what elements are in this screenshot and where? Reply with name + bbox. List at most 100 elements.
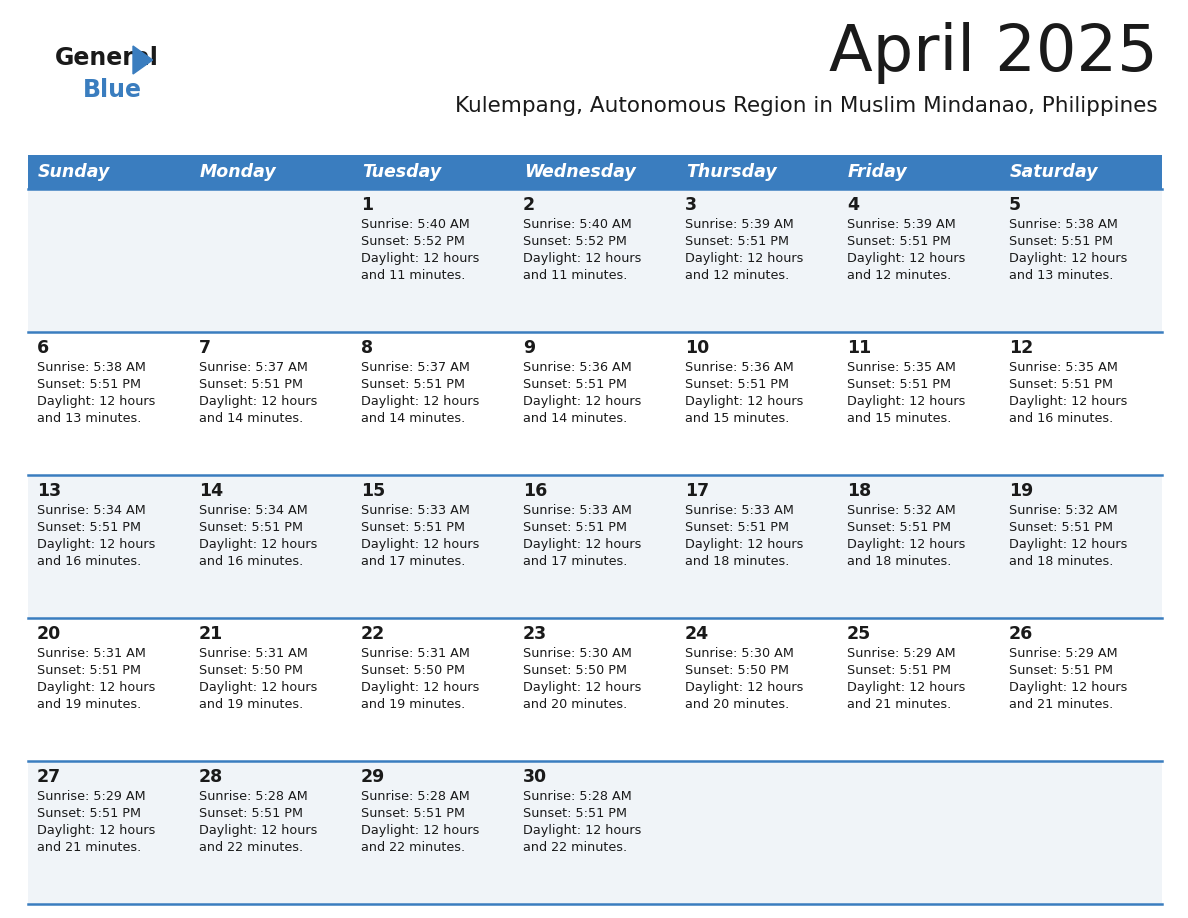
Text: General: General <box>55 46 159 70</box>
Text: and 12 minutes.: and 12 minutes. <box>847 269 952 282</box>
Text: Wednesday: Wednesday <box>524 163 636 181</box>
Text: Sunrise: 5:37 AM: Sunrise: 5:37 AM <box>361 361 470 374</box>
Text: Sunset: 5:51 PM: Sunset: 5:51 PM <box>685 235 789 248</box>
Text: and 15 minutes.: and 15 minutes. <box>847 412 952 425</box>
Text: and 18 minutes.: and 18 minutes. <box>685 555 789 568</box>
Text: Sunset: 5:51 PM: Sunset: 5:51 PM <box>1009 378 1113 391</box>
Text: and 14 minutes.: and 14 minutes. <box>361 412 466 425</box>
Text: and 16 minutes.: and 16 minutes. <box>1009 412 1113 425</box>
Bar <box>29 475 1162 618</box>
Text: Daylight: 12 hours: Daylight: 12 hours <box>1009 538 1127 551</box>
Text: Sunrise: 5:30 AM: Sunrise: 5:30 AM <box>685 647 794 660</box>
Text: Sunset: 5:50 PM: Sunset: 5:50 PM <box>200 664 303 677</box>
Text: Sunrise: 5:34 AM: Sunrise: 5:34 AM <box>200 504 308 517</box>
Text: Sunrise: 5:35 AM: Sunrise: 5:35 AM <box>847 361 956 374</box>
Text: Daylight: 12 hours: Daylight: 12 hours <box>523 681 642 694</box>
Text: Daylight: 12 hours: Daylight: 12 hours <box>523 395 642 408</box>
Text: 22: 22 <box>361 625 385 643</box>
Text: and 20 minutes.: and 20 minutes. <box>523 698 627 711</box>
Text: Sunrise: 5:29 AM: Sunrise: 5:29 AM <box>1009 647 1118 660</box>
Text: 2: 2 <box>523 196 535 214</box>
Text: 16: 16 <box>523 482 548 500</box>
Text: and 22 minutes.: and 22 minutes. <box>523 841 627 854</box>
Text: and 15 minutes.: and 15 minutes. <box>685 412 789 425</box>
Text: Sunset: 5:51 PM: Sunset: 5:51 PM <box>1009 521 1113 534</box>
Text: Sunset: 5:51 PM: Sunset: 5:51 PM <box>847 378 952 391</box>
Text: and 19 minutes.: and 19 minutes. <box>200 698 303 711</box>
Text: Sunrise: 5:29 AM: Sunrise: 5:29 AM <box>847 647 955 660</box>
Text: Daylight: 12 hours: Daylight: 12 hours <box>200 824 317 837</box>
Text: Thursday: Thursday <box>685 163 777 181</box>
Text: Daylight: 12 hours: Daylight: 12 hours <box>361 538 480 551</box>
Text: Sunset: 5:51 PM: Sunset: 5:51 PM <box>200 378 303 391</box>
Text: Sunset: 5:51 PM: Sunset: 5:51 PM <box>361 378 465 391</box>
Text: Daylight: 12 hours: Daylight: 12 hours <box>361 252 480 265</box>
Text: 14: 14 <box>200 482 223 500</box>
Text: Sunrise: 5:39 AM: Sunrise: 5:39 AM <box>847 218 956 231</box>
Text: and 21 minutes.: and 21 minutes. <box>847 698 952 711</box>
Text: Sunrise: 5:34 AM: Sunrise: 5:34 AM <box>37 504 146 517</box>
Text: Monday: Monday <box>200 163 277 181</box>
Text: and 11 minutes.: and 11 minutes. <box>523 269 627 282</box>
Bar <box>29 332 1162 475</box>
Text: Sunset: 5:51 PM: Sunset: 5:51 PM <box>1009 664 1113 677</box>
Text: Sunset: 5:51 PM: Sunset: 5:51 PM <box>200 807 303 820</box>
Text: Sunset: 5:51 PM: Sunset: 5:51 PM <box>847 664 952 677</box>
Text: and 18 minutes.: and 18 minutes. <box>847 555 952 568</box>
Text: and 22 minutes.: and 22 minutes. <box>200 841 303 854</box>
Text: Sunset: 5:51 PM: Sunset: 5:51 PM <box>847 521 952 534</box>
Text: and 18 minutes.: and 18 minutes. <box>1009 555 1113 568</box>
Text: Sunset: 5:51 PM: Sunset: 5:51 PM <box>523 521 627 534</box>
Text: Sunrise: 5:33 AM: Sunrise: 5:33 AM <box>523 504 632 517</box>
Text: April 2025: April 2025 <box>829 22 1158 84</box>
Text: 20: 20 <box>37 625 62 643</box>
Text: Daylight: 12 hours: Daylight: 12 hours <box>361 824 480 837</box>
Text: and 17 minutes.: and 17 minutes. <box>361 555 466 568</box>
Text: Sunrise: 5:28 AM: Sunrise: 5:28 AM <box>523 790 632 803</box>
Text: Sunrise: 5:33 AM: Sunrise: 5:33 AM <box>361 504 470 517</box>
Text: Sunrise: 5:35 AM: Sunrise: 5:35 AM <box>1009 361 1118 374</box>
Text: Sunset: 5:51 PM: Sunset: 5:51 PM <box>523 378 627 391</box>
Text: and 16 minutes.: and 16 minutes. <box>200 555 303 568</box>
Text: Sunrise: 5:37 AM: Sunrise: 5:37 AM <box>200 361 308 374</box>
Text: 6: 6 <box>37 339 49 357</box>
Text: Daylight: 12 hours: Daylight: 12 hours <box>37 681 156 694</box>
Bar <box>29 155 1162 189</box>
Text: Daylight: 12 hours: Daylight: 12 hours <box>200 681 317 694</box>
Text: Sunset: 5:52 PM: Sunset: 5:52 PM <box>523 235 627 248</box>
Text: Daylight: 12 hours: Daylight: 12 hours <box>361 681 480 694</box>
Text: Sunrise: 5:28 AM: Sunrise: 5:28 AM <box>361 790 469 803</box>
Text: Sunday: Sunday <box>38 163 110 181</box>
Text: 12: 12 <box>1009 339 1034 357</box>
Text: and 13 minutes.: and 13 minutes. <box>1009 269 1113 282</box>
Text: and 22 minutes.: and 22 minutes. <box>361 841 466 854</box>
Text: and 20 minutes.: and 20 minutes. <box>685 698 789 711</box>
Text: Sunset: 5:51 PM: Sunset: 5:51 PM <box>685 521 789 534</box>
Text: Sunset: 5:51 PM: Sunset: 5:51 PM <box>37 807 141 820</box>
Text: Tuesday: Tuesday <box>362 163 441 181</box>
Text: Daylight: 12 hours: Daylight: 12 hours <box>37 395 156 408</box>
Text: Daylight: 12 hours: Daylight: 12 hours <box>200 538 317 551</box>
Text: Daylight: 12 hours: Daylight: 12 hours <box>523 252 642 265</box>
Text: and 14 minutes.: and 14 minutes. <box>523 412 627 425</box>
Text: Sunrise: 5:40 AM: Sunrise: 5:40 AM <box>523 218 632 231</box>
Text: Sunset: 5:51 PM: Sunset: 5:51 PM <box>523 807 627 820</box>
Text: Sunrise: 5:39 AM: Sunrise: 5:39 AM <box>685 218 794 231</box>
Text: 4: 4 <box>847 196 859 214</box>
Text: Daylight: 12 hours: Daylight: 12 hours <box>37 824 156 837</box>
Text: Sunset: 5:51 PM: Sunset: 5:51 PM <box>37 664 141 677</box>
Text: Sunrise: 5:38 AM: Sunrise: 5:38 AM <box>37 361 146 374</box>
Bar <box>29 618 1162 761</box>
Text: Sunset: 5:51 PM: Sunset: 5:51 PM <box>685 378 789 391</box>
Text: and 13 minutes.: and 13 minutes. <box>37 412 141 425</box>
Text: Sunset: 5:51 PM: Sunset: 5:51 PM <box>200 521 303 534</box>
Text: Daylight: 12 hours: Daylight: 12 hours <box>1009 681 1127 694</box>
Text: Sunset: 5:50 PM: Sunset: 5:50 PM <box>685 664 789 677</box>
Text: Sunrise: 5:36 AM: Sunrise: 5:36 AM <box>523 361 632 374</box>
Text: Sunrise: 5:31 AM: Sunrise: 5:31 AM <box>37 647 146 660</box>
Text: 13: 13 <box>37 482 61 500</box>
Text: and 11 minutes.: and 11 minutes. <box>361 269 466 282</box>
Text: and 19 minutes.: and 19 minutes. <box>361 698 466 711</box>
Text: Blue: Blue <box>83 78 143 102</box>
Text: 10: 10 <box>685 339 709 357</box>
